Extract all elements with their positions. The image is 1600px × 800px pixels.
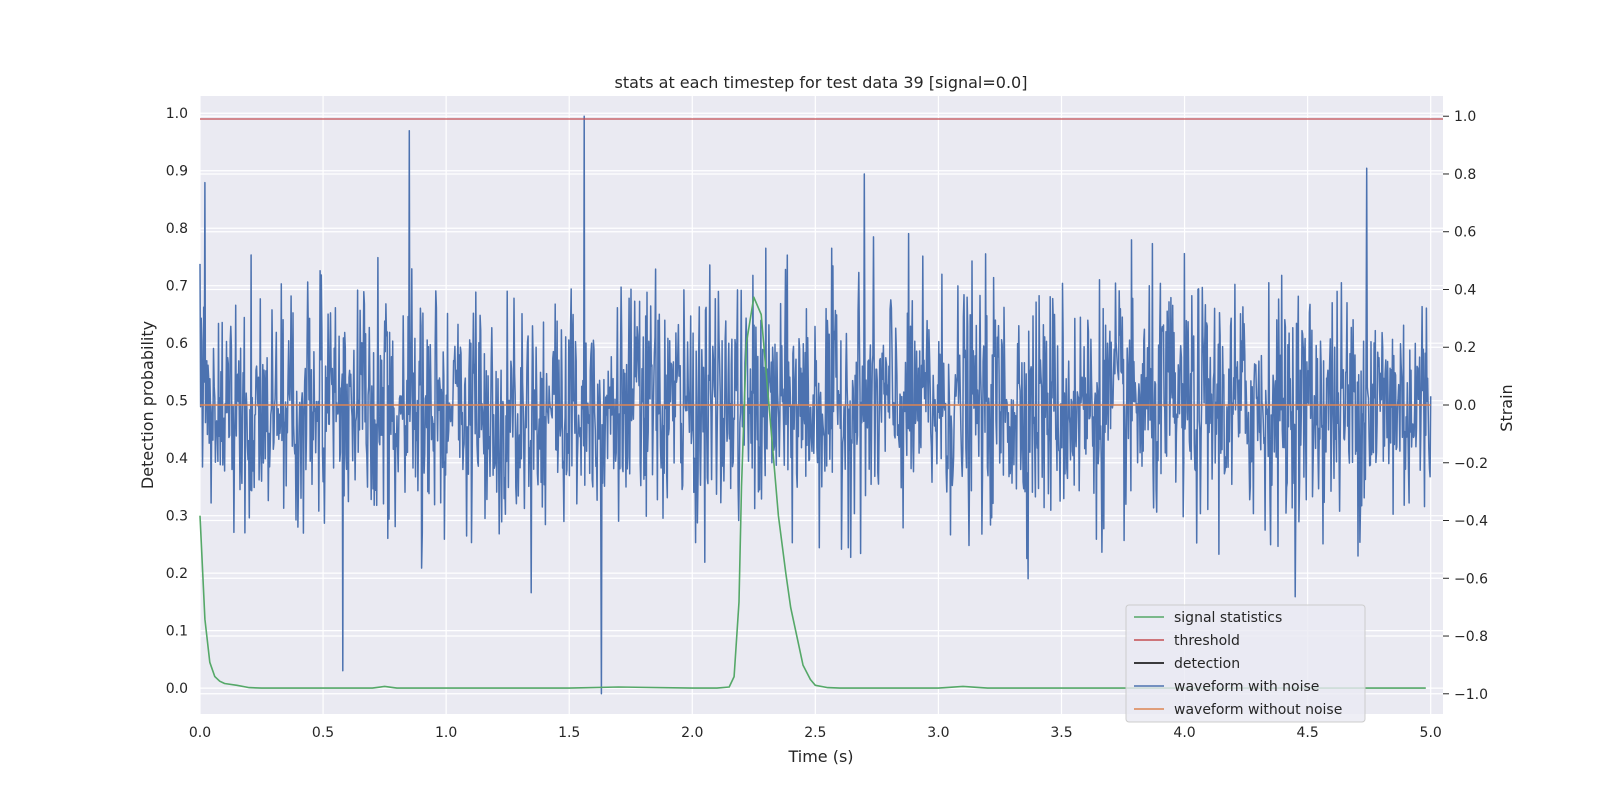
legend-item-threshold: threshold bbox=[1134, 633, 1240, 649]
right-y-tick-label: −0.4 bbox=[1454, 514, 1488, 530]
x-tick-label: 3.0 bbox=[927, 725, 949, 741]
right-y-tick-label: −1.0 bbox=[1454, 687, 1488, 703]
x-tick-label: 2.5 bbox=[804, 725, 826, 741]
legend-label-waveform-without-noise: waveform without noise bbox=[1174, 702, 1342, 718]
legend: signal statistics threshold detection wa… bbox=[1125, 604, 1366, 723]
x-tick-label: 5.0 bbox=[1420, 725, 1442, 741]
right-y-axis-label: Strain bbox=[1497, 384, 1516, 431]
right-y-tick-label: 0.2 bbox=[1454, 340, 1476, 356]
left-y-tick-label: 0.6 bbox=[166, 336, 188, 352]
right-y-tick-label: 0.0 bbox=[1454, 398, 1476, 414]
x-tick-label: 0.0 bbox=[189, 725, 211, 741]
legend-item-detection: detection bbox=[1134, 656, 1240, 672]
right-y-tick-label: 0.8 bbox=[1454, 167, 1476, 183]
left-y-tick-label: 0.7 bbox=[166, 279, 188, 295]
legend-label-waveform-with-noise: waveform with noise bbox=[1174, 679, 1319, 695]
right-y-tick-label: 0.4 bbox=[1454, 282, 1476, 298]
left-y-tick-label: 0.4 bbox=[166, 451, 188, 467]
left-y-tick-label: 0.1 bbox=[166, 624, 188, 640]
left-y-tick-label: 1.0 bbox=[166, 106, 188, 122]
x-tick-label: 1.0 bbox=[435, 725, 457, 741]
right-y-tick-label: −0.2 bbox=[1454, 456, 1488, 472]
legend-label-threshold: threshold bbox=[1174, 633, 1240, 649]
legend-item-waveform-without-noise: waveform without noise bbox=[1134, 702, 1342, 718]
legend-label-signal-statistics: signal statistics bbox=[1174, 610, 1282, 626]
series-layer bbox=[199, 115, 1443, 695]
series-signal-statistics bbox=[199, 296, 1426, 689]
x-tick-label: 0.5 bbox=[312, 725, 334, 741]
legend-label-detection: detection bbox=[1174, 656, 1240, 672]
right-y-axis-ticks: −1.0 −0.8 −0.6 −0.4 −0.2 0.0 0.2 0.4 0.6 0.8 1.0 bbox=[1443, 109, 1488, 703]
left-y-tick-label: 0.0 bbox=[166, 681, 188, 697]
left-y-tick-label: 0.8 bbox=[166, 221, 188, 237]
x-axis-label: Time (s) bbox=[787, 747, 853, 766]
right-y-tick-label: −0.8 bbox=[1454, 629, 1488, 645]
x-axis-ticks: 0.0 0.5 1.0 1.5 2.0 2.5 3.0 3.5 4.0 4.5 5.0 bbox=[189, 725, 1442, 741]
left-y-tick-label: 0.9 bbox=[166, 164, 188, 180]
chart-title: stats at each timestep for test data 39 … bbox=[615, 73, 1028, 92]
left-y-tick-label: 0.2 bbox=[166, 566, 188, 582]
x-tick-label: 2.0 bbox=[681, 725, 703, 741]
legend-box bbox=[1125, 604, 1366, 723]
x-tick-label: 1.5 bbox=[558, 725, 580, 741]
left-y-axis-ticks: 0.0 0.1 0.2 0.3 0.4 0.5 0.6 0.7 0.8 0.9 1.0 bbox=[166, 106, 188, 697]
x-tick-label: 4.5 bbox=[1296, 725, 1318, 741]
series-waveform-with-noise bbox=[199, 115, 1432, 695]
right-y-tick-label: −0.6 bbox=[1454, 571, 1488, 587]
left-y-tick-label: 0.5 bbox=[166, 394, 188, 410]
x-tick-label: 4.0 bbox=[1173, 725, 1195, 741]
legend-item-waveform-with-noise: waveform with noise bbox=[1134, 679, 1319, 695]
right-y-tick-label: 1.0 bbox=[1454, 109, 1476, 125]
right-y-tick-label: 0.6 bbox=[1454, 225, 1476, 241]
x-tick-label: 3.5 bbox=[1050, 725, 1072, 741]
left-y-axis-label: Detection probability bbox=[138, 321, 157, 489]
legend-item-signal-statistics: signal statistics bbox=[1134, 610, 1282, 626]
left-y-tick-label: 0.3 bbox=[166, 509, 188, 525]
